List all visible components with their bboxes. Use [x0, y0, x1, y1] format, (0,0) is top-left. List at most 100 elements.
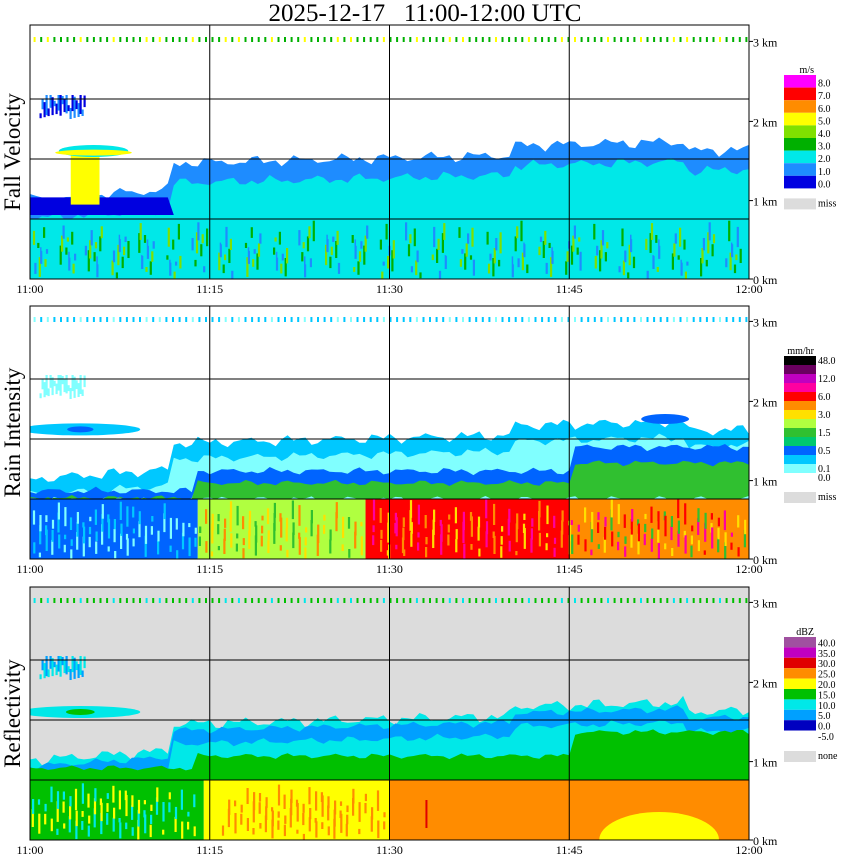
fall-speed-streak [306, 236, 310, 252]
upper-level-return [534, 37, 537, 42]
height-tick-label: 3 km [753, 596, 778, 610]
upper-level-return [303, 598, 306, 603]
fall-speed-streak [151, 251, 154, 262]
fall-speed-streak [521, 252, 524, 271]
legend-color-swatch [784, 75, 816, 88]
echo-streak [296, 803, 299, 822]
cirrus-speckle [63, 659, 66, 674]
legend-color-swatch [784, 455, 816, 464]
rain-streak [335, 502, 338, 519]
fall-speed-streak [600, 240, 603, 259]
fall-speed-streak [702, 238, 705, 251]
fall-speed-streak [274, 237, 277, 242]
upper-level-return [692, 598, 695, 603]
cirrus-speckle [73, 376, 76, 398]
echo-streak [302, 803, 305, 813]
fall-speed-streak [686, 261, 689, 266]
upper-level-return [277, 317, 280, 322]
upper-level-return [646, 598, 649, 603]
fall-speed-streak [379, 239, 382, 250]
rain-streak [691, 525, 694, 532]
fall-speed-streak [597, 235, 600, 243]
upper-level-return [567, 37, 570, 42]
cirrus-speckle [65, 95, 68, 114]
fall-speed-streak [677, 255, 680, 260]
rain-streak [561, 510, 564, 522]
rain-streak [500, 536, 503, 545]
upper-level-return [330, 317, 333, 322]
legend-color-swatch [784, 112, 816, 126]
fall-speed-streak [336, 230, 339, 245]
fall-speed-streak [389, 235, 393, 243]
upper-level-return [185, 317, 188, 322]
echo-streak [364, 793, 367, 802]
rain-streak [545, 543, 548, 551]
echo-streak [284, 815, 287, 824]
rain-streak [95, 531, 98, 541]
rain-streak [261, 515, 264, 521]
height-tick-label: 2 km [753, 676, 778, 690]
fall-speed-streak [565, 261, 568, 275]
rain-streak [623, 514, 626, 528]
echo-streak [352, 788, 355, 804]
fall-speed-streak [172, 239, 175, 250]
upper-level-return [626, 598, 629, 603]
echo-streak [131, 805, 134, 820]
echo-streak [125, 822, 128, 830]
rain-streak [235, 543, 238, 552]
rain-streak [637, 533, 640, 555]
legend-value-label: 8.0 [818, 79, 831, 90]
upper-level-return [653, 598, 656, 603]
fall-speed-streak [146, 239, 149, 259]
echo-streak [240, 804, 243, 813]
cirrus-speckle [83, 95, 86, 108]
rain-streak [291, 500, 294, 520]
fall-speed-streak [41, 237, 44, 251]
fall-speed-streak [434, 258, 437, 277]
upper-level-return [560, 598, 563, 603]
upper-level-return [99, 37, 102, 42]
upper-level-return [343, 37, 346, 42]
fall-speed-streak [526, 264, 529, 274]
echo-streak [118, 790, 121, 810]
upper-level-return [448, 37, 451, 42]
rain-streak [570, 520, 573, 525]
legend-value-label: 0.0 [818, 473, 831, 484]
upper-level-return [270, 598, 273, 603]
fall-speed-streak [65, 247, 68, 255]
fall-speed-streak [656, 267, 659, 272]
legend-color-swatch [784, 401, 816, 410]
fall-speed-streak [219, 242, 222, 258]
upper-level-return [725, 37, 728, 42]
fall-speed-streak [524, 232, 527, 245]
echo-streak [346, 805, 349, 813]
rain-streak [372, 535, 375, 546]
fall-speed-streak [646, 270, 649, 279]
rain-streak [447, 534, 450, 546]
upper-level-return [672, 598, 675, 603]
fall-speed-streak [197, 222, 200, 241]
upper-level-return [46, 317, 49, 322]
legend-color-swatch [784, 356, 816, 365]
fall-speed-streak [415, 260, 418, 276]
fall-speed-streak [625, 240, 628, 250]
upper-level-return [613, 598, 616, 603]
fall-speed-streak [304, 256, 307, 278]
upper-level-return [145, 598, 148, 603]
fall-speed-streak [244, 242, 248, 248]
rain-streak [485, 499, 488, 519]
fall-speed-streak [68, 251, 71, 271]
rain-streak [637, 523, 640, 542]
upper-level-return [745, 37, 748, 42]
upper-level-return [172, 598, 174, 603]
fall-speed-streak [711, 244, 714, 257]
upper-level-return [442, 37, 445, 42]
cirrus-speckle [81, 389, 84, 396]
upper-level-return [158, 598, 161, 603]
upper-level-return [481, 317, 484, 322]
upper-level-return [402, 317, 405, 322]
upper-level-return [60, 317, 62, 322]
echo-streak [277, 820, 280, 830]
upper-level-return [257, 598, 260, 603]
fall-speed-streak [337, 262, 341, 274]
